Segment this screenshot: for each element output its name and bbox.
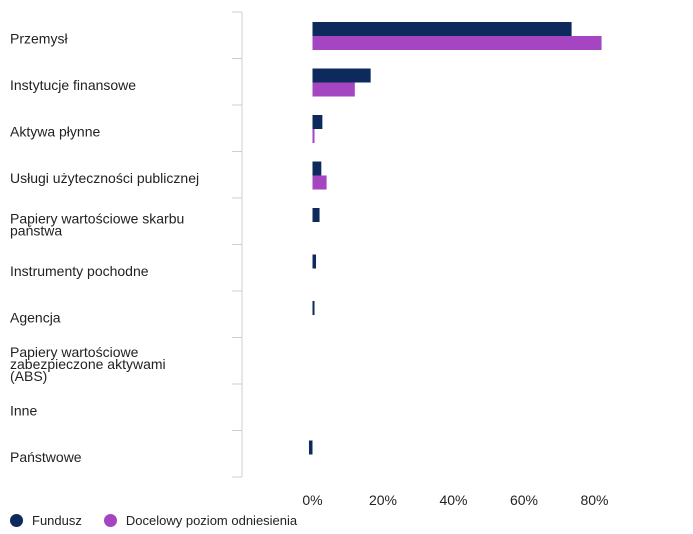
category-label: Instytucje finansowe: [10, 77, 136, 93]
x-tick-label: 40%: [439, 492, 467, 508]
category-label: Aktywa płynne: [10, 123, 100, 139]
x-tick-label: 20%: [369, 492, 397, 508]
category-label: Inne: [10, 402, 37, 418]
legend-swatch-benchmark: [103, 514, 117, 527]
category-labels: Przemysł Instytucje finansowe Aktywa płynn…: [10, 30, 199, 465]
x-tick-label: 80%: [580, 492, 608, 508]
bar-fund: [312, 68, 371, 83]
category-label: Usługi użyteczności publicznej: [10, 170, 199, 186]
bar-benchmark: [312, 129, 315, 143]
category-label: Państwowe: [10, 449, 82, 465]
category-label: Papiery wartościowe skarbu państwa: [10, 210, 184, 238]
bar-fund: [312, 254, 317, 269]
bar-benchmark: [312, 82, 355, 97]
category-label: Agencja: [10, 309, 61, 325]
x-axis-tick-labels: 0% 20% 40% 60% 80%: [302, 492, 608, 508]
category-label: Przemysł: [10, 30, 68, 46]
bar-benchmark: [312, 36, 602, 50]
x-tick-label: 0%: [302, 492, 322, 508]
legend-swatch-fund: [10, 514, 23, 527]
legend: Fundusz Docelowy poziom odniesienia: [10, 513, 319, 528]
bar-fund: [312, 161, 322, 176]
bar-fund: [308, 440, 313, 455]
legend-item-fund: Fundusz: [10, 513, 82, 528]
bar-fund: [312, 115, 323, 129]
legend-label-benchmark: Docelowy poziom odniesienia: [125, 513, 298, 528]
bar-fund: [312, 301, 315, 315]
legend-label-fund: Fundusz: [32, 513, 82, 528]
category-label: Instrumenty pochodne: [10, 263, 149, 279]
bar-fund: [312, 208, 320, 222]
legend-item-benchmark: Docelowy poziom odniesienia: [103, 513, 298, 528]
bars: [308, 22, 602, 455]
bar-benchmark: [312, 175, 327, 190]
y-axis: [232, 11, 243, 478]
x-tick-label: 60%: [510, 492, 538, 508]
category-label: Papiery wartościowe zabezpieczone aktywam…: [10, 344, 166, 384]
bar-fund: [312, 22, 572, 36]
